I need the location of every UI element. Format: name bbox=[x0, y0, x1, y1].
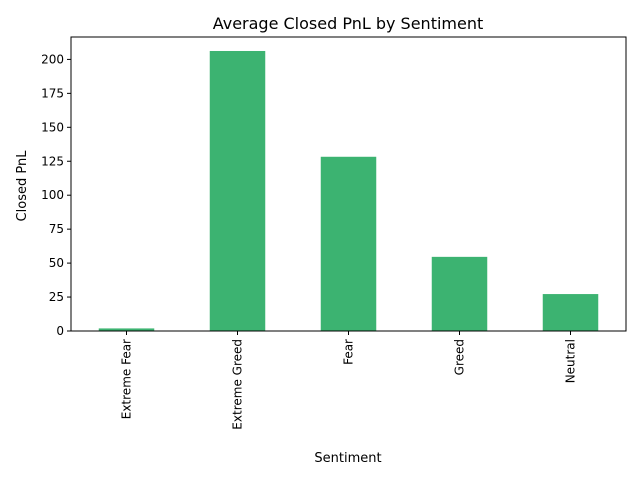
x-axis-label: Sentiment bbox=[314, 451, 381, 466]
y-tick-label: 200 bbox=[41, 52, 64, 66]
y-tick-label: 100 bbox=[41, 188, 64, 202]
y-tick-label: 125 bbox=[41, 154, 64, 168]
x-tick-label: Neutral bbox=[564, 339, 578, 383]
bars-group bbox=[98, 50, 599, 332]
x-tick-label: Greed bbox=[453, 339, 467, 375]
y-tick-label: 50 bbox=[49, 256, 64, 270]
bar-greed bbox=[431, 256, 488, 331]
x-axis-ticks: Extreme Fear Extreme Greed Fear Greed Neutra… bbox=[120, 331, 578, 430]
y-tick-label: 75 bbox=[49, 222, 64, 236]
chart-title: Average Closed PnL by Sentiment bbox=[213, 14, 484, 33]
plot-frame bbox=[70, 36, 627, 332]
y-axis-label: Closed PnL bbox=[15, 150, 30, 222]
x-tick-label: Extreme Fear bbox=[120, 339, 134, 419]
x-tick-label: Extreme Greed bbox=[231, 339, 245, 430]
x-tick-label: Fear bbox=[342, 339, 356, 365]
y-tick-label: 175 bbox=[41, 86, 64, 100]
bar-extreme-greed bbox=[209, 50, 266, 332]
bar-extreme-fear bbox=[98, 328, 155, 331]
bar-fear bbox=[320, 156, 377, 331]
y-axis-ticks: 0 25 50 75 100 125 150 175 200 bbox=[41, 52, 71, 338]
y-tick-label: 150 bbox=[41, 120, 64, 134]
y-tick-label: 25 bbox=[49, 290, 64, 304]
y-tick-label: 0 bbox=[56, 324, 64, 338]
bar-neutral bbox=[542, 294, 599, 331]
